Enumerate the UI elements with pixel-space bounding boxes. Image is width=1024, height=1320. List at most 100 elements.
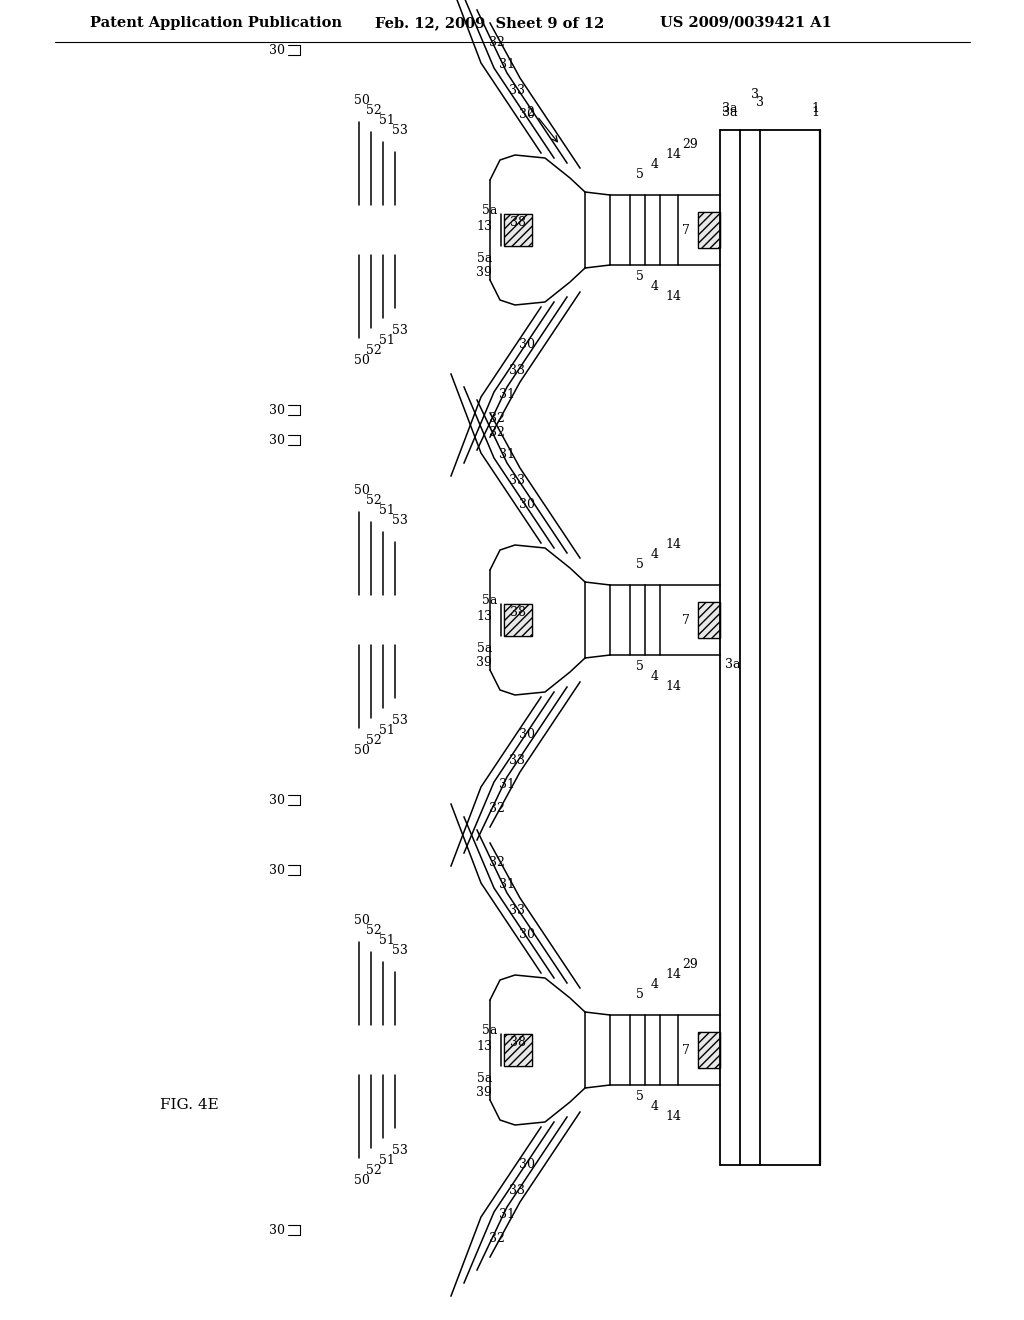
Text: 32: 32 xyxy=(489,801,505,814)
Text: 29: 29 xyxy=(682,139,697,152)
Text: 3a: 3a xyxy=(722,102,737,115)
Text: 33: 33 xyxy=(509,903,525,916)
Text: 14: 14 xyxy=(665,681,681,693)
Text: 1: 1 xyxy=(811,106,819,119)
Text: 30: 30 xyxy=(269,433,285,446)
Text: 30: 30 xyxy=(269,793,285,807)
Text: US 2009/0039421 A1: US 2009/0039421 A1 xyxy=(660,16,831,30)
Bar xyxy=(698,602,720,638)
Text: 52: 52 xyxy=(367,734,382,747)
Text: 32: 32 xyxy=(489,36,505,49)
Text: 4: 4 xyxy=(651,978,659,991)
Text: 32: 32 xyxy=(489,412,505,425)
Bar xyxy=(504,605,532,636)
Text: 51: 51 xyxy=(379,933,395,946)
Text: 13: 13 xyxy=(476,610,492,623)
Text: 32: 32 xyxy=(489,1232,505,1245)
Text: 33: 33 xyxy=(509,474,525,487)
Text: 30: 30 xyxy=(519,1159,535,1172)
Bar xyxy=(504,605,532,636)
Text: 5a: 5a xyxy=(481,594,497,606)
Text: 31: 31 xyxy=(499,388,515,401)
Text: 39: 39 xyxy=(476,1085,492,1098)
Text: 3a: 3a xyxy=(725,659,740,672)
Text: 1: 1 xyxy=(811,102,819,115)
Text: 7: 7 xyxy=(682,614,690,627)
Text: 30: 30 xyxy=(269,863,285,876)
Text: 30: 30 xyxy=(519,928,535,941)
Text: 5a: 5a xyxy=(476,252,492,264)
Text: 30: 30 xyxy=(269,44,285,57)
Text: 53: 53 xyxy=(392,124,408,136)
Text: 52: 52 xyxy=(367,343,382,356)
Text: 4: 4 xyxy=(651,549,659,561)
Text: 53: 53 xyxy=(392,323,408,337)
Text: 53: 53 xyxy=(392,944,408,957)
Text: 38: 38 xyxy=(510,215,526,228)
Text: 30: 30 xyxy=(519,108,535,121)
Text: 32: 32 xyxy=(489,855,505,869)
Text: FIG. 4E: FIG. 4E xyxy=(160,1098,219,1111)
Text: 52: 52 xyxy=(367,924,382,936)
Bar xyxy=(698,602,720,638)
Text: 31: 31 xyxy=(499,779,515,792)
Text: 2: 2 xyxy=(526,106,534,119)
Text: 50: 50 xyxy=(354,743,370,756)
Text: 14: 14 xyxy=(665,290,681,304)
Text: 13: 13 xyxy=(476,220,492,234)
Text: 33: 33 xyxy=(509,754,525,767)
Text: 3: 3 xyxy=(756,95,764,108)
Text: 31: 31 xyxy=(499,879,515,891)
Text: 5a: 5a xyxy=(481,1023,497,1036)
Text: Feb. 12, 2009  Sheet 9 of 12: Feb. 12, 2009 Sheet 9 of 12 xyxy=(375,16,604,30)
Text: 14: 14 xyxy=(665,539,681,552)
Bar xyxy=(504,214,532,246)
Text: 5: 5 xyxy=(636,271,644,284)
Text: 5: 5 xyxy=(636,169,644,181)
Text: 50: 50 xyxy=(354,354,370,367)
Text: 3: 3 xyxy=(751,88,759,102)
Text: 33: 33 xyxy=(509,83,525,96)
Text: 51: 51 xyxy=(379,723,395,737)
Text: 51: 51 xyxy=(379,503,395,516)
Text: 50: 50 xyxy=(354,913,370,927)
Text: 39: 39 xyxy=(476,265,492,279)
Bar xyxy=(504,1034,532,1067)
Text: 5: 5 xyxy=(636,989,644,1002)
Text: 50: 50 xyxy=(354,1173,370,1187)
Text: 38: 38 xyxy=(510,606,526,619)
Text: 52: 52 xyxy=(367,494,382,507)
Text: 32: 32 xyxy=(489,425,505,438)
Text: 33: 33 xyxy=(509,1184,525,1196)
Bar xyxy=(698,1032,720,1068)
Text: 7: 7 xyxy=(682,223,690,236)
Text: 50: 50 xyxy=(354,94,370,107)
Text: 31: 31 xyxy=(499,449,515,462)
Text: 51: 51 xyxy=(379,114,395,127)
Text: 39: 39 xyxy=(476,656,492,668)
Text: 52: 52 xyxy=(367,103,382,116)
Text: 38: 38 xyxy=(510,1035,526,1048)
Text: 4: 4 xyxy=(651,671,659,684)
Text: 51: 51 xyxy=(379,1154,395,1167)
Text: 4: 4 xyxy=(651,281,659,293)
Text: 30: 30 xyxy=(519,338,535,351)
Text: 13: 13 xyxy=(476,1040,492,1053)
Text: 5: 5 xyxy=(636,660,644,673)
Text: 5a: 5a xyxy=(476,642,492,655)
Text: 31: 31 xyxy=(499,1209,515,1221)
Text: Patent Application Publication: Patent Application Publication xyxy=(90,16,342,30)
Text: 14: 14 xyxy=(665,1110,681,1123)
Bar xyxy=(504,1034,532,1067)
Text: 33: 33 xyxy=(509,363,525,376)
Text: 7: 7 xyxy=(682,1044,690,1056)
Text: 4: 4 xyxy=(651,158,659,172)
Text: 14: 14 xyxy=(665,969,681,982)
Text: 4: 4 xyxy=(651,1101,659,1114)
Text: 53: 53 xyxy=(392,1143,408,1156)
Bar xyxy=(698,213,720,248)
Text: 5: 5 xyxy=(636,1090,644,1104)
Text: 31: 31 xyxy=(499,58,515,71)
Bar xyxy=(698,1032,720,1068)
Text: 30: 30 xyxy=(269,1224,285,1237)
